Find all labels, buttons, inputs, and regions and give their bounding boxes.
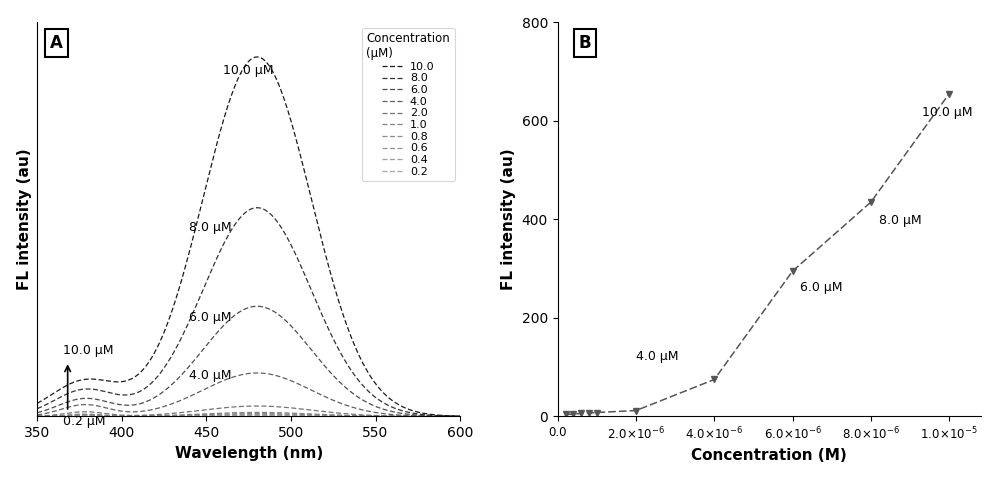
X-axis label: Wavelength (nm): Wavelength (nm)	[175, 446, 323, 461]
Y-axis label: FL intensity (au): FL intensity (au)	[17, 148, 32, 290]
Legend: 10.0, 8.0, 6.0, 4.0, 2.0, 1.0, 0.8, 0.6, 0.4, 0.2: 10.0, 8.0, 6.0, 4.0, 2.0, 1.0, 0.8, 0.6,…	[362, 28, 455, 181]
Text: 8.0 μM: 8.0 μM	[879, 214, 921, 227]
Text: 10.0 μM: 10.0 μM	[223, 64, 274, 77]
Text: 10.0 μM: 10.0 μM	[922, 106, 972, 119]
X-axis label: Concentration (M): Concentration (M)	[691, 448, 847, 463]
Y-axis label: FL intensity (au): FL intensity (au)	[501, 148, 516, 290]
Text: 0.2 μM: 0.2 μM	[63, 415, 105, 428]
Text: A: A	[50, 34, 63, 52]
Text: 4.0 μM: 4.0 μM	[189, 369, 232, 382]
Text: B: B	[579, 34, 591, 52]
Text: 8.0 μM: 8.0 μM	[189, 221, 232, 234]
Text: 10.0 μM: 10.0 μM	[63, 344, 113, 357]
Text: 6.0 μM: 6.0 μM	[189, 311, 232, 324]
Text: 4.0 μM: 4.0 μM	[636, 350, 679, 363]
Text: 6.0 μM: 6.0 μM	[800, 281, 843, 294]
